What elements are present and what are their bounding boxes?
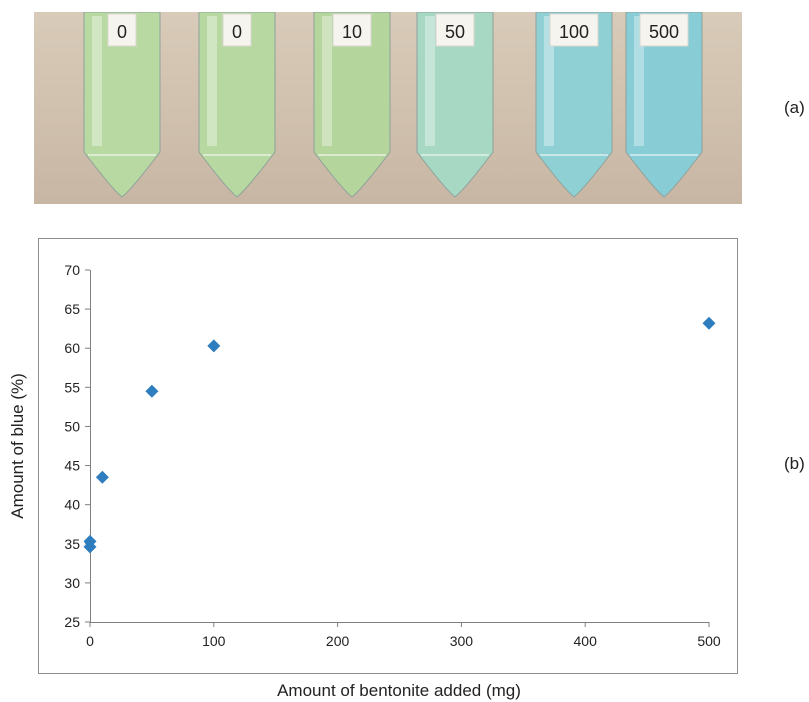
x-ticks: 0 100 200 300 400 500 — [86, 622, 721, 649]
tube-highlight — [425, 16, 435, 146]
data-point — [95, 470, 109, 484]
tube-highlight — [634, 16, 644, 146]
panel-label-a: (a) — [784, 98, 805, 117]
tube-highlight — [544, 16, 554, 146]
y-tick-label: 60 — [64, 340, 80, 356]
tube-label-tag — [435, 13, 475, 47]
tube-photo: 0 0 10 50 100 500 — [34, 12, 742, 204]
tube-highlight — [207, 16, 217, 146]
data-point — [702, 316, 716, 330]
data-point — [83, 540, 97, 554]
y-axis-label: Amount of blue (%) — [8, 373, 27, 519]
y-tick-label: 40 — [64, 497, 80, 513]
y-tick-label: 30 — [64, 575, 80, 591]
tube-body — [198, 12, 276, 198]
tube-label-tag — [107, 13, 137, 47]
y-tick-label: 55 — [64, 379, 80, 395]
x-axis-label: Amount of bentonite added (mg) — [277, 681, 521, 700]
tube-highlight — [92, 16, 102, 146]
y-tick-label: 70 — [64, 262, 80, 278]
tube-label-tag — [549, 13, 599, 47]
x-tick-label: 0 — [86, 633, 94, 649]
y-tick-label: 65 — [64, 301, 80, 317]
data-point — [145, 384, 159, 398]
tube: 500 — [625, 12, 703, 198]
tube-label: 100 — [559, 22, 589, 42]
tube-label: 10 — [342, 22, 362, 42]
tube: 0 — [83, 12, 161, 198]
y-tick-label: 35 — [64, 536, 80, 552]
tube-label: 50 — [445, 22, 465, 42]
tube: 0 — [198, 12, 276, 198]
tube-body — [313, 12, 391, 198]
tube-body — [535, 12, 613, 198]
tube-highlight — [322, 16, 332, 146]
tube-label: 500 — [649, 22, 679, 42]
tube-body — [416, 12, 494, 198]
data-point — [207, 339, 221, 353]
tube: 50 — [416, 12, 494, 198]
tube-label-tag — [639, 13, 689, 47]
x-tick-label: 300 — [450, 633, 474, 649]
data-points — [83, 316, 716, 554]
x-tick-label: 100 — [202, 633, 226, 649]
y-tick-label: 25 — [64, 614, 80, 630]
x-tick-label: 200 — [326, 633, 350, 649]
tube: 100 — [535, 12, 613, 198]
x-tick-label: 400 — [574, 633, 598, 649]
tube: 10 — [313, 12, 391, 198]
y-tick-label: 45 — [64, 458, 80, 474]
tube-label-tag — [332, 13, 372, 47]
y-tick-label: 50 — [64, 418, 80, 434]
tube-body — [625, 12, 703, 198]
tubes: 0 0 10 50 100 500 — [83, 12, 703, 198]
tube-label: 0 — [232, 22, 242, 42]
tube-body — [83, 12, 161, 198]
x-tick-label: 500 — [697, 633, 721, 649]
chart-area-border — [38, 238, 738, 674]
panel-label-b: (b) — [784, 454, 805, 473]
tube-label-tag — [222, 13, 252, 47]
tube-label: 0 — [117, 22, 127, 42]
y-ticks: 25 30 35 40 45 50 55 60 65 70 — [64, 262, 90, 630]
scatter-chart: 25 30 35 40 45 50 55 60 65 70 0 100 200 300 400 500 Am… — [8, 238, 738, 700]
